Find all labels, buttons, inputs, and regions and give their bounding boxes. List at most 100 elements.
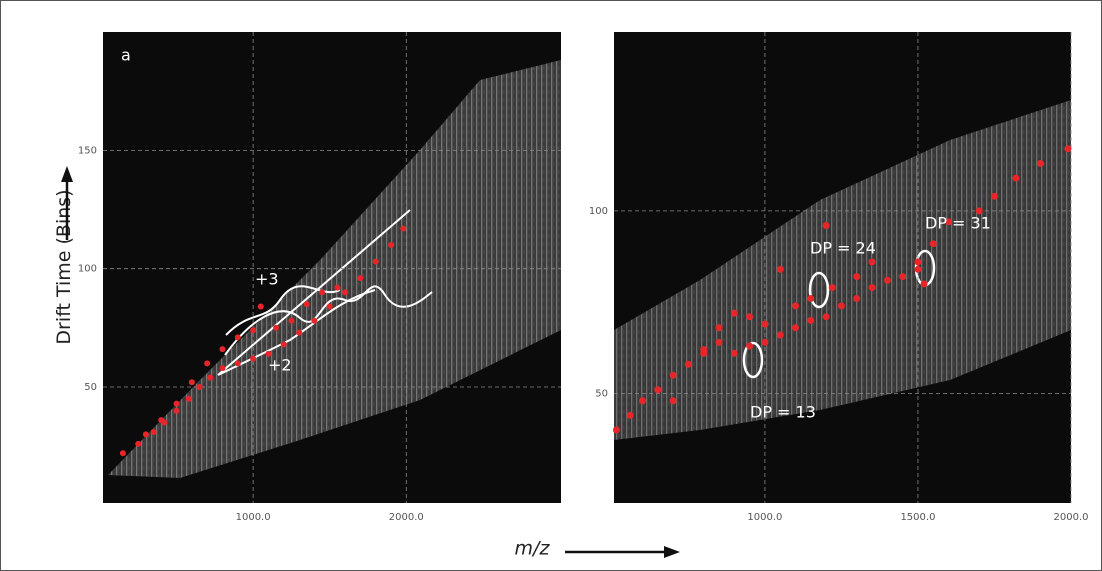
data-point bbox=[234, 360, 241, 367]
data-point bbox=[296, 329, 303, 336]
fit-curve bbox=[224, 285, 433, 356]
data-point bbox=[700, 346, 708, 354]
data-point bbox=[219, 365, 226, 372]
data-point bbox=[188, 379, 195, 386]
data-point bbox=[975, 207, 983, 215]
data-point bbox=[626, 411, 634, 419]
y-tick-label: 50 bbox=[595, 388, 608, 399]
data-point bbox=[730, 309, 738, 317]
x-tick-label: 2000.0 bbox=[389, 512, 424, 523]
panel-label: a bbox=[121, 46, 131, 65]
data-point bbox=[119, 450, 126, 457]
data-point bbox=[990, 192, 998, 200]
y-tick-label: 50 bbox=[84, 382, 97, 393]
data-point bbox=[219, 346, 226, 353]
signal-region bbox=[614, 100, 1071, 440]
data-point bbox=[792, 302, 800, 310]
annotation: +3 bbox=[255, 270, 279, 289]
ellipse bbox=[742, 341, 764, 379]
x-tick-label: 1000.0 bbox=[747, 512, 782, 523]
data-point bbox=[654, 386, 662, 394]
data-point bbox=[684, 360, 692, 368]
data-point bbox=[929, 240, 937, 248]
data-point bbox=[387, 242, 394, 249]
data-point bbox=[715, 324, 723, 332]
data-point bbox=[158, 417, 165, 424]
data-point bbox=[761, 320, 769, 328]
data-point bbox=[204, 360, 211, 367]
data-point bbox=[357, 275, 364, 282]
data-point bbox=[822, 313, 830, 321]
fit-curve bbox=[217, 289, 376, 376]
data-point bbox=[311, 317, 318, 324]
data-point bbox=[746, 313, 754, 321]
data-point bbox=[612, 426, 620, 434]
fit-curves bbox=[217, 209, 433, 376]
data-point bbox=[638, 397, 646, 405]
data-point bbox=[853, 273, 861, 281]
annotation: DP = 31 bbox=[925, 214, 991, 233]
annotation: DP = 13 bbox=[750, 403, 816, 422]
data-point bbox=[257, 303, 264, 310]
data-point bbox=[185, 395, 192, 402]
data-point bbox=[234, 334, 241, 341]
data-point bbox=[792, 324, 800, 332]
data-point bbox=[837, 302, 845, 310]
data-point bbox=[776, 265, 784, 273]
data-point bbox=[914, 265, 922, 273]
data-point bbox=[400, 225, 407, 232]
data-point bbox=[669, 397, 677, 405]
data-point bbox=[250, 355, 257, 362]
x-axis-label: m/z bbox=[515, 538, 551, 560]
data-point bbox=[207, 374, 214, 381]
data-point bbox=[303, 301, 310, 308]
data-point bbox=[319, 289, 326, 296]
data-point bbox=[853, 295, 861, 303]
data-point bbox=[920, 280, 928, 288]
fit-line bbox=[217, 209, 411, 376]
x-arrow-head bbox=[664, 546, 680, 558]
data-point bbox=[807, 295, 815, 303]
data-point bbox=[822, 222, 830, 230]
data-point bbox=[868, 284, 876, 292]
annotation: DP = 24 bbox=[810, 239, 876, 258]
data-point bbox=[945, 218, 953, 226]
data-point bbox=[173, 407, 180, 414]
data-point bbox=[1012, 174, 1020, 182]
data-point bbox=[280, 341, 287, 348]
data-point bbox=[173, 400, 180, 407]
annotation: +2 bbox=[268, 356, 292, 375]
data-point bbox=[326, 303, 333, 310]
data-point bbox=[828, 284, 836, 292]
data-point bbox=[868, 258, 876, 266]
data-point bbox=[273, 324, 280, 331]
data-point bbox=[761, 338, 769, 346]
data-point bbox=[899, 273, 907, 281]
data-point bbox=[669, 371, 677, 379]
data-point bbox=[730, 349, 738, 357]
y-tick-label: 150 bbox=[78, 145, 97, 156]
y-arrow-head bbox=[61, 166, 73, 182]
data-point bbox=[1036, 159, 1044, 167]
data-point bbox=[135, 440, 142, 447]
data-point bbox=[1064, 145, 1072, 153]
x-tick-label: 2000.0 bbox=[1054, 512, 1089, 523]
data-point bbox=[288, 317, 295, 324]
data-point bbox=[265, 350, 272, 357]
x-tick-label: 1500.0 bbox=[900, 512, 935, 523]
data-point bbox=[715, 338, 723, 346]
y-tick-label: 100 bbox=[78, 264, 97, 275]
y-tick-label: 100 bbox=[589, 206, 608, 217]
y-axis-label: Drift Time (Bins) bbox=[53, 189, 75, 344]
data-point bbox=[342, 289, 349, 296]
data-point bbox=[807, 316, 815, 324]
data-point bbox=[196, 384, 203, 391]
data-point bbox=[746, 342, 754, 350]
data-point bbox=[334, 284, 341, 291]
x-tick-label: 1000.0 bbox=[236, 512, 271, 523]
data-point bbox=[250, 327, 257, 334]
data-point bbox=[883, 276, 891, 284]
data-point bbox=[372, 258, 379, 265]
data-point bbox=[142, 431, 149, 438]
